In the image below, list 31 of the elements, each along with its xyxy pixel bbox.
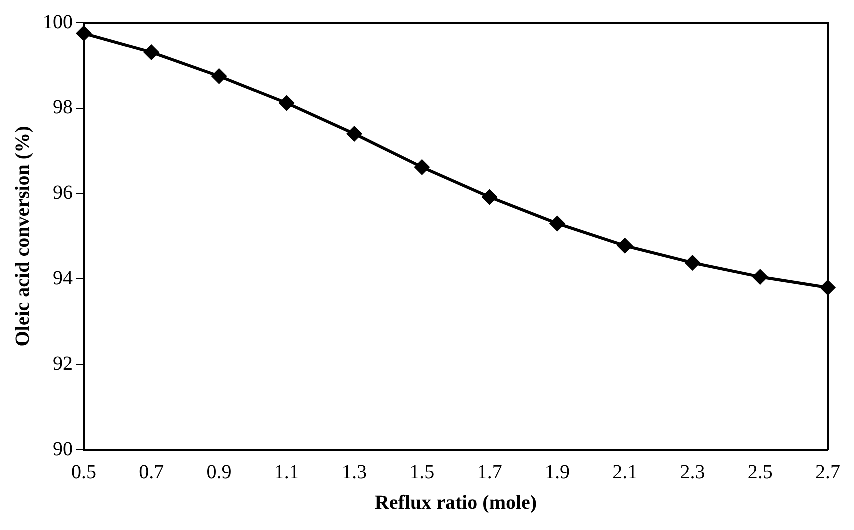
point [346, 126, 363, 142]
x-axis-title: Reflux ratio (mole) [374, 492, 538, 514]
point [278, 95, 295, 112]
point [684, 254, 701, 271]
y-tick-label: 96 [53, 182, 73, 204]
x-tick-label: 2.7 [816, 461, 840, 484]
x-tick-label: 1.3 [342, 461, 368, 484]
point [482, 189, 498, 206]
x-tick-label: 1.7 [477, 461, 502, 484]
y-axis-title: Oleic acid conversion (%) [12, 126, 34, 347]
x-tick-label: 0.7 [139, 461, 164, 484]
x-tick-label: 2.5 [748, 461, 773, 484]
point [144, 44, 160, 60]
x-tick-label: 1.1 [274, 461, 300, 484]
y-tick-label: 92 [53, 352, 73, 375]
point [414, 159, 430, 176]
y-tick-label: 94 [53, 267, 73, 290]
x-tick-label: 2.1 [612, 461, 638, 484]
y-tick-label: 90 [53, 438, 73, 460]
x-tick-label: 0.5 [72, 461, 96, 484]
point [211, 68, 228, 84]
x-tick-label: 2.3 [680, 461, 706, 484]
x-tick-label: 0.9 [206, 461, 232, 484]
x-tick-label: 1.5 [410, 461, 435, 484]
point [752, 269, 768, 286]
x-tick-label: 1.9 [544, 461, 570, 484]
point [76, 26, 92, 42]
y-tick-label: 100 [43, 11, 73, 34]
point [617, 238, 634, 254]
point [549, 216, 566, 232]
y-tick-label: 98 [53, 96, 73, 119]
